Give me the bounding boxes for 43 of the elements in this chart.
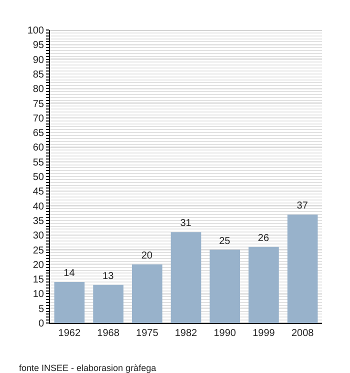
data-label: 13 bbox=[102, 270, 114, 282]
y-tick-label: 0 bbox=[38, 318, 44, 330]
y-tick-label: 55 bbox=[32, 157, 44, 168]
x-tick-label: 1990 bbox=[214, 328, 236, 339]
data-label: 20 bbox=[141, 250, 153, 262]
y-tick-label: 45 bbox=[32, 186, 44, 198]
data-label: 37 bbox=[296, 200, 308, 212]
y-tick-label: 40 bbox=[32, 201, 44, 212]
y-tick-label: 25 bbox=[32, 245, 44, 256]
x-tick-label: 1962 bbox=[58, 328, 81, 339]
source-note: fonte INSEE - elaborasion gràfega bbox=[19, 363, 156, 373]
y-tick-label: 5 bbox=[38, 304, 44, 315]
data-label: 25 bbox=[219, 236, 231, 247]
bar bbox=[132, 264, 162, 323]
x-tick-label: 1968 bbox=[97, 328, 120, 339]
y-tick-label: 20 bbox=[32, 260, 44, 271]
y-tick-label: 35 bbox=[32, 216, 44, 227]
x-tick-label: 1975 bbox=[136, 328, 159, 339]
y-tick-label: 85 bbox=[32, 69, 44, 80]
data-label: 14 bbox=[64, 268, 76, 279]
y-tick-label: 90 bbox=[32, 54, 44, 66]
y-tick-label: 30 bbox=[32, 230, 44, 242]
y-tick-label: 100 bbox=[27, 26, 44, 36]
bar bbox=[93, 284, 124, 323]
bar bbox=[248, 246, 279, 323]
y-tick-label: 65 bbox=[32, 128, 44, 140]
bar bbox=[210, 250, 240, 323]
y-tick-label: 15 bbox=[32, 274, 44, 286]
y-tick-label: 70 bbox=[32, 113, 44, 124]
y-tick-label: 80 bbox=[32, 84, 44, 96]
y-tick-label: 10 bbox=[32, 289, 44, 300]
bar bbox=[54, 282, 85, 323]
data-label: 26 bbox=[258, 232, 270, 244]
x-tick-label: 1982 bbox=[174, 328, 198, 339]
y-tick-label: 95 bbox=[32, 40, 44, 52]
y-tick-label: 50 bbox=[32, 172, 44, 183]
x-tick-label: 1999 bbox=[252, 328, 276, 339]
bar bbox=[287, 214, 318, 323]
y-tick-label: 75 bbox=[32, 98, 44, 110]
bar bbox=[170, 232, 202, 323]
data-label: 31 bbox=[180, 218, 192, 230]
x-tick-label: 2008 bbox=[291, 328, 314, 339]
y-tick-label: 60 bbox=[32, 142, 44, 154]
